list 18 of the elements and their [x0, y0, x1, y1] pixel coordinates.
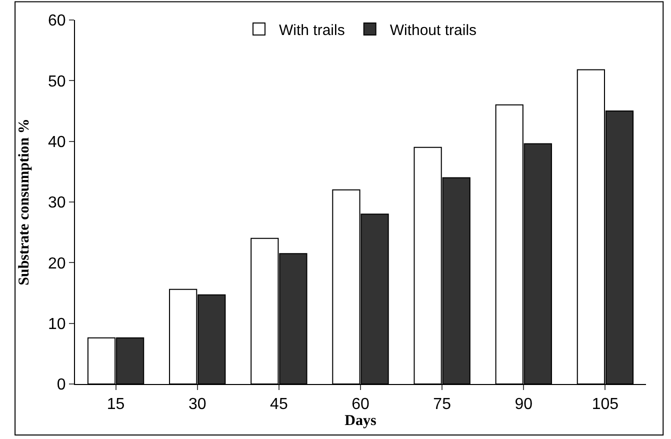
legend-label: Without trails	[390, 22, 477, 39]
x-tick-label: 60	[352, 396, 370, 414]
x-tick-label: 90	[514, 396, 533, 414]
y-tick-label: 40	[48, 134, 66, 151]
y-tick-label: 50	[48, 73, 66, 90]
x-tick-label: 105	[592, 396, 619, 414]
y-tick-label: 0	[56, 376, 66, 394]
legend-label: With trails	[279, 22, 345, 39]
y-tick-label: 30	[48, 194, 66, 212]
y-axis-title: Substrate consumption %	[16, 118, 32, 286]
x-axis-title: Days	[344, 413, 376, 430]
x-tick-label: 75	[433, 396, 452, 414]
x-tick-label: 15	[106, 396, 125, 414]
y-tick-label: 10	[48, 316, 66, 333]
y-tick-label: 60	[48, 12, 66, 30]
x-tick-label: 30	[188, 396, 206, 414]
x-tick-label: 45	[270, 396, 288, 414]
y-tick-label: 20	[48, 255, 66, 272]
